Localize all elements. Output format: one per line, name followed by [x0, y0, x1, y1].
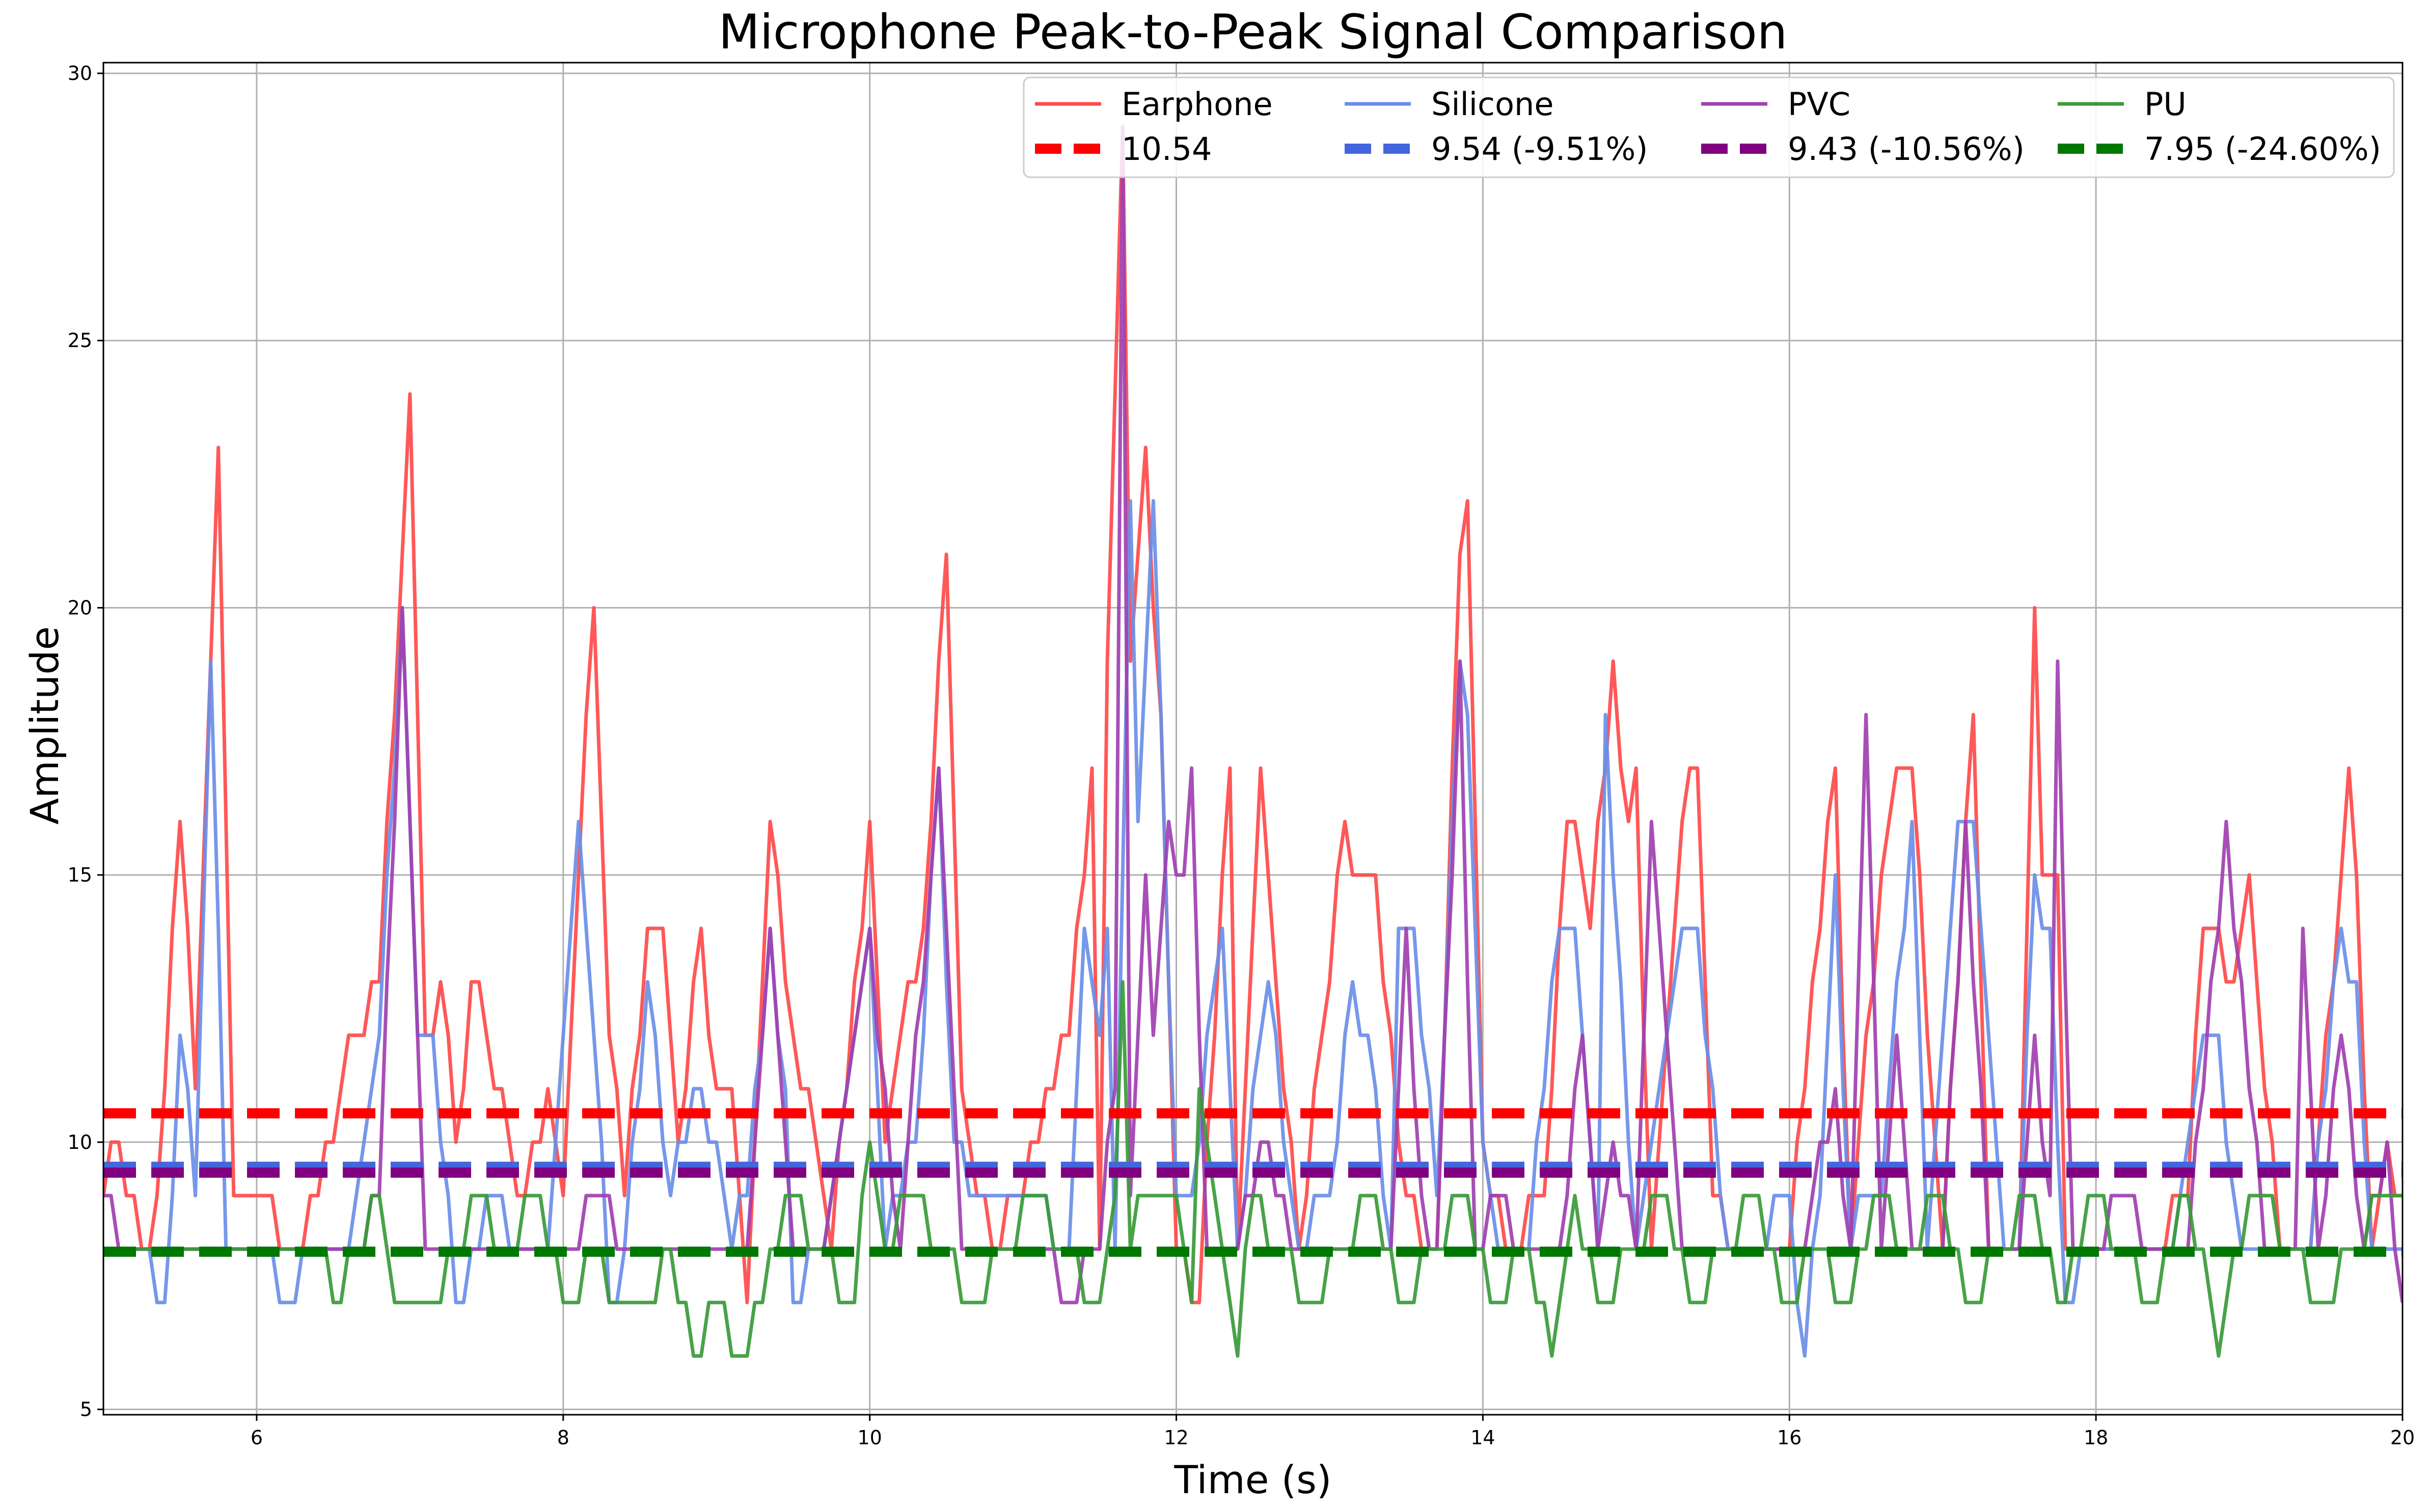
y-tick-label: 10: [68, 1131, 92, 1153]
y-axis-label: Amplitude: [22, 626, 67, 824]
x-tick-label: 20: [2390, 1426, 2415, 1449]
series-line-pu: [103, 980, 2402, 1358]
plot-area: [103, 125, 2402, 1358]
legend-label-pvc: PVC: [1788, 86, 1850, 123]
y-tick-label: 15: [68, 864, 92, 886]
y-tick-label: 25: [68, 329, 92, 352]
legend-mean-label-2: 9.43 (-10.56%): [1788, 130, 2025, 168]
legend-label-silicone: Silicone: [1431, 86, 1554, 123]
x-tick-label: 18: [2084, 1426, 2108, 1449]
y-tick-label: 20: [68, 596, 92, 619]
legend-label-pu: PU: [2144, 86, 2187, 123]
legend-mean-label-1: 9.54 (-9.51%): [1431, 130, 1648, 168]
y-tick-label: 30: [68, 62, 92, 85]
x-tick-label: 14: [1470, 1426, 1495, 1449]
x-tick-label: 12: [1164, 1426, 1188, 1449]
y-tick-label: 5: [80, 1398, 92, 1421]
x-tick-label: 10: [857, 1426, 882, 1449]
plot-frame: [102, 62, 2404, 1416]
chart-title: Microphone Peak-to-Peak Signal Compariso…: [719, 5, 1788, 60]
x-tick-label: 6: [251, 1426, 263, 1449]
legend-label-earphone: Earphone: [1122, 86, 1273, 123]
x-tick-label: 8: [557, 1426, 569, 1449]
legend: Earphone Silicone PVC PU 10.54 9.54 (-9.51%) 9…: [1023, 76, 2395, 178]
legend-mean-label-3: 7.95 (-24.60%): [2144, 130, 2381, 168]
x-tick-label: 16: [1777, 1426, 1801, 1449]
mean-lines-layer: [103, 1108, 2402, 1257]
legend-mean-label-0: 10.54: [1122, 130, 1212, 168]
x-axis-label: Time (s): [1173, 1457, 1331, 1502]
axis-ticks: 6 8 10 12 14 16 18 20 5 10 15 20 25 30: [68, 62, 2415, 1449]
